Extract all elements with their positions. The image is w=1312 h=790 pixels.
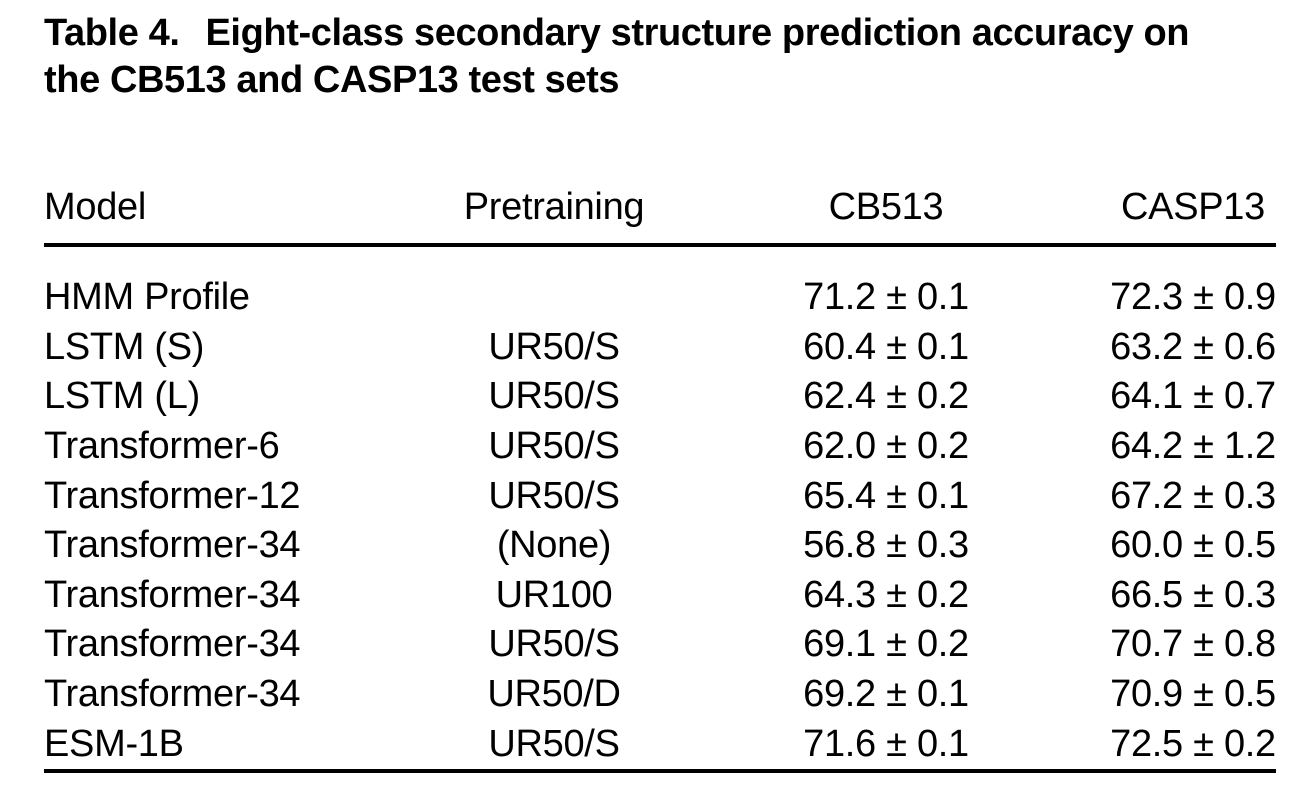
cell-casp13: 60.0 ± 0.5 <box>1110 524 1276 567</box>
cell-cb513: 65.4 ± 0.1 <box>803 474 969 517</box>
cell-casp13: 64.1 ± 0.7 <box>1110 375 1276 418</box>
cell-casp13: 72.3 ± 0.9 <box>1110 276 1276 319</box>
table-row: Transformer-34 UR50/D 69.2 ± 0.1 70.9 ± 0.5 <box>44 670 1276 720</box>
cell-pretraining: UR50/S <box>488 325 620 368</box>
table-row: ESM-1B UR50/S 71.6 ± 0.1 72.5 ± 0.2 <box>44 719 1276 771</box>
cell-cb513: 71.6 ± 0.1 <box>803 722 969 765</box>
cell-cb513: 62.0 ± 0.2 <box>803 425 969 468</box>
table-row: Transformer-34 (None) 56.8 ± 0.3 60.0 ± 0.5 <box>44 521 1276 571</box>
cell-cb513: 69.1 ± 0.2 <box>803 623 969 666</box>
cell-casp13: 70.9 ± 0.5 <box>1110 673 1276 716</box>
header-row: Model Pretraining CB513 CASP13 <box>44 187 1276 247</box>
cell-model: Transformer-34 <box>44 623 301 666</box>
cell-cb513: 62.4 ± 0.2 <box>803 375 969 418</box>
table-row: LSTM (L) UR50/S 62.4 ± 0.2 64.1 ± 0.7 <box>44 372 1276 422</box>
table-caption-line-2: the CB513 and CASP13 test sets <box>44 59 620 101</box>
table-row: Transformer-34 UR50/S 69.1 ± 0.2 70.7 ± 0.8 <box>44 620 1276 670</box>
cell-pretraining: UR50/S <box>488 474 620 517</box>
column-header-casp13: CASP13 <box>1110 187 1276 247</box>
cell-model: LSTM (L) <box>44 375 200 418</box>
cell-pretraining: UR100 <box>495 573 613 616</box>
cell-pretraining: UR50/S <box>488 722 620 765</box>
table-row: LSTM (S) UR50/S 60.4 ± 0.1 63.2 ± 0.6 <box>44 323 1276 373</box>
cell-pretraining: UR50/S <box>488 623 620 666</box>
table-row: HMM Profile 71.2 ± 0.1 72.3 ± 0.9 <box>44 245 1276 323</box>
cell-casp13: 66.5 ± 0.3 <box>1110 573 1276 616</box>
cell-pretraining: UR50/S <box>488 375 620 418</box>
cell-model: Transformer-34 <box>44 524 301 567</box>
cell-casp13: 72.5 ± 0.2 <box>1110 722 1276 765</box>
cell-pretraining <box>446 245 662 323</box>
cell-cb513: 60.4 ± 0.1 <box>803 325 969 368</box>
cell-model: Transformer-34 <box>44 573 301 616</box>
column-header-model: Model <box>44 187 446 247</box>
cell-model: Transformer-12 <box>44 474 301 517</box>
cell-cb513: 69.2 ± 0.1 <box>803 673 969 716</box>
table-caption-line-1: Table 4. Eight-class secondary structure … <box>44 10 1284 57</box>
cell-casp13: 64.2 ± 1.2 <box>1110 425 1276 468</box>
cell-pretraining: (None) <box>496 524 612 567</box>
column-header-pretraining: Pretraining <box>446 187 662 247</box>
cell-model: Transformer-34 <box>44 673 301 716</box>
cell-model: HMM Profile <box>44 276 250 319</box>
table-caption-text: Eight-class secondary structure predicti… <box>205 12 1190 54</box>
column-header-cb513: CB513 <box>662 187 1110 247</box>
table-row: Transformer-6 UR50/S 62.0 ± 0.2 64.2 ± 1.2 <box>44 422 1276 472</box>
cell-model: LSTM (S) <box>44 325 205 368</box>
table-number-label: Table 4. <box>44 12 180 54</box>
results-table: Model Pretraining CB513 CASP13 HMM Profi… <box>44 187 1276 773</box>
cell-pretraining: UR50/S <box>488 425 620 468</box>
paper-page: Table 4. Eight-class secondary structure … <box>44 10 1284 773</box>
table-row: Transformer-34 UR100 64.3 ± 0.2 66.5 ± 0.3 <box>44 571 1276 621</box>
cell-pretraining: UR50/D <box>487 673 621 716</box>
cell-casp13: 67.2 ± 0.3 <box>1110 474 1276 517</box>
results-table-header: Model Pretraining CB513 CASP13 <box>44 187 1276 247</box>
table-caption: Table 4. Eight-class secondary structure … <box>44 10 1284 104</box>
cell-casp13: 70.7 ± 0.8 <box>1110 623 1276 666</box>
cell-model: Transformer-6 <box>44 425 280 468</box>
cell-model: ESM-1B <box>44 722 184 765</box>
cell-cb513: 71.2 ± 0.1 <box>803 276 969 319</box>
cell-casp13: 63.2 ± 0.6 <box>1110 325 1276 368</box>
results-table-body: HMM Profile 71.2 ± 0.1 72.3 ± 0.9 LSTM (S) U… <box>44 245 1276 771</box>
cell-cb513: 56.8 ± 0.3 <box>803 524 969 567</box>
cell-cb513: 64.3 ± 0.2 <box>803 573 969 616</box>
table-row: Transformer-12 UR50/S 65.4 ± 0.1 67.2 ± 0.3 <box>44 471 1276 521</box>
